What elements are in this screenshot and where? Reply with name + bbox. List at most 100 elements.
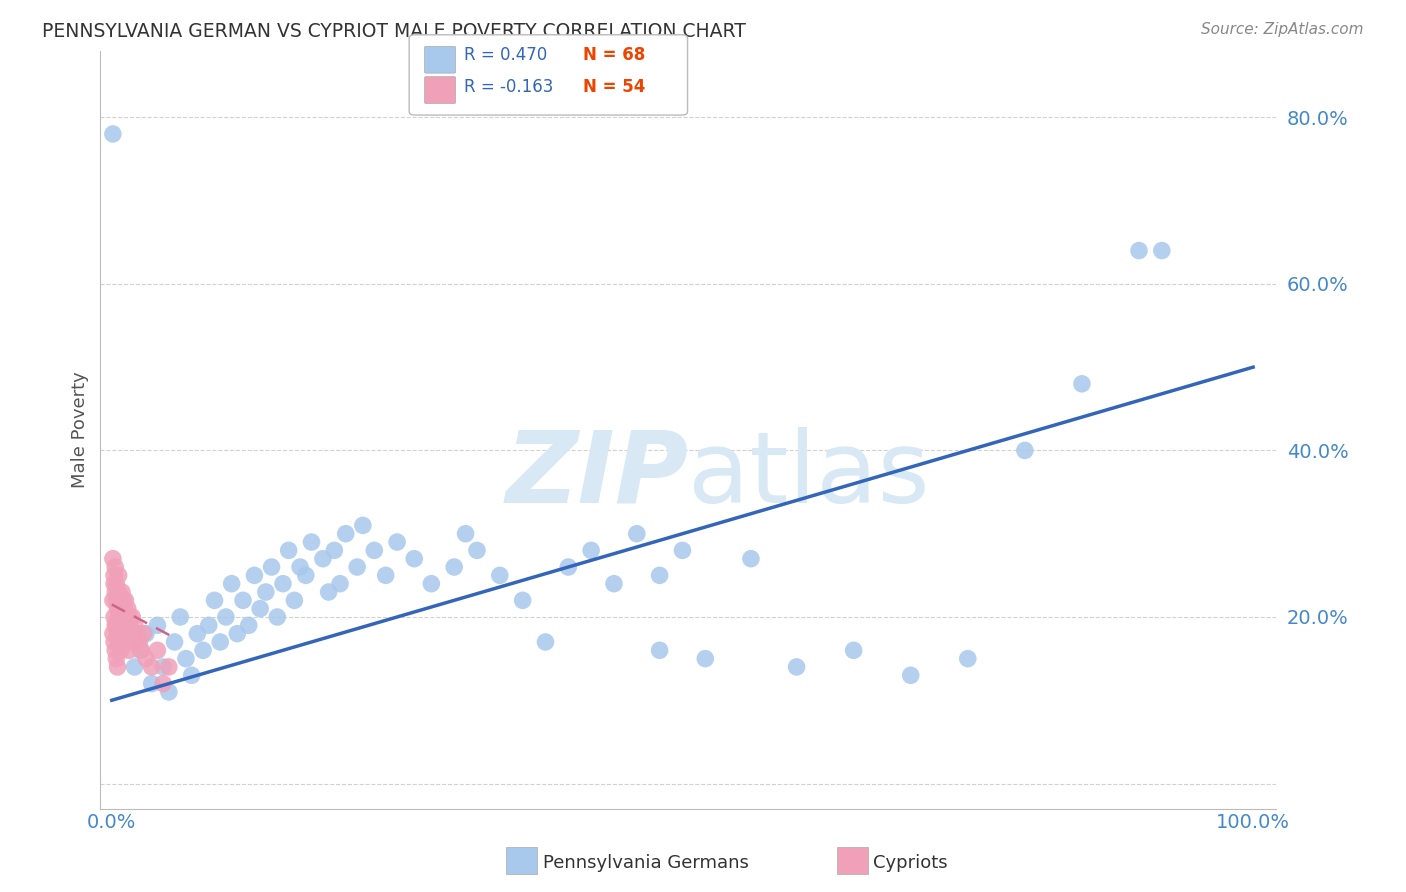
Point <box>117 601 139 615</box>
Point <box>152 676 174 690</box>
Point <box>323 543 346 558</box>
Point <box>104 560 127 574</box>
Point <box>512 593 534 607</box>
Point <box>695 651 717 665</box>
Point <box>108 626 131 640</box>
Point <box>157 685 180 699</box>
Text: Source: ZipAtlas.com: Source: ZipAtlas.com <box>1201 22 1364 37</box>
Point <box>842 643 865 657</box>
Point <box>163 635 186 649</box>
Point <box>260 560 283 574</box>
Point <box>191 643 214 657</box>
Point <box>443 560 465 574</box>
Point <box>488 568 510 582</box>
Point <box>118 618 141 632</box>
Text: Cypriots: Cypriots <box>873 854 948 871</box>
Point <box>740 551 762 566</box>
Text: N = 54: N = 54 <box>583 78 645 95</box>
Point <box>363 543 385 558</box>
Point <box>105 593 128 607</box>
Point <box>107 585 129 599</box>
Point <box>215 610 238 624</box>
Text: R = -0.163: R = -0.163 <box>464 78 554 95</box>
Point <box>103 568 125 582</box>
Point <box>103 610 125 624</box>
Point <box>114 618 136 632</box>
Point <box>1128 244 1150 258</box>
Point <box>404 551 426 566</box>
Point <box>277 543 299 558</box>
Point <box>603 576 626 591</box>
Point <box>107 660 129 674</box>
Point <box>352 518 374 533</box>
Point <box>648 568 671 582</box>
Point <box>465 543 488 558</box>
Point <box>420 576 443 591</box>
Point <box>103 576 125 591</box>
Point <box>104 618 127 632</box>
Point <box>209 635 232 649</box>
Point <box>122 635 145 649</box>
Point <box>174 651 197 665</box>
Point <box>135 626 157 640</box>
Y-axis label: Male Poverty: Male Poverty <box>72 371 89 488</box>
Point <box>312 551 335 566</box>
Point <box>454 526 477 541</box>
Point <box>329 576 352 591</box>
Point <box>112 593 135 607</box>
Point <box>271 576 294 591</box>
Point <box>110 643 132 657</box>
Point <box>226 626 249 640</box>
Point <box>105 618 128 632</box>
Point <box>146 643 169 657</box>
Point <box>129 643 152 657</box>
Point <box>346 560 368 574</box>
Point <box>135 651 157 665</box>
Text: N = 68: N = 68 <box>583 46 645 64</box>
Point <box>204 593 226 607</box>
Point <box>266 610 288 624</box>
Point <box>125 626 148 640</box>
Point <box>1150 244 1173 258</box>
Point <box>121 610 143 624</box>
Point <box>626 526 648 541</box>
Point <box>335 526 357 541</box>
Point <box>180 668 202 682</box>
Point <box>101 626 124 640</box>
Text: Pennsylvania Germans: Pennsylvania Germans <box>543 854 748 871</box>
Point <box>112 626 135 640</box>
Point <box>107 568 129 582</box>
Point <box>108 601 131 615</box>
Point <box>105 576 128 591</box>
Point <box>112 635 135 649</box>
Point <box>1071 376 1094 391</box>
Point <box>318 585 340 599</box>
Point <box>104 643 127 657</box>
Point <box>101 551 124 566</box>
Point <box>105 651 128 665</box>
Point <box>534 635 557 649</box>
Point <box>120 626 142 640</box>
Point <box>107 626 129 640</box>
Point <box>1014 443 1036 458</box>
Point <box>110 593 132 607</box>
Point <box>301 535 323 549</box>
Point <box>128 635 150 649</box>
Point <box>112 601 135 615</box>
Point <box>671 543 693 558</box>
Point <box>124 618 146 632</box>
Point <box>124 660 146 674</box>
Point <box>114 593 136 607</box>
Point <box>152 660 174 674</box>
Point <box>374 568 396 582</box>
Point <box>141 660 163 674</box>
Point <box>118 643 141 657</box>
Point <box>648 643 671 657</box>
Text: PENNSYLVANIA GERMAN VS CYPRIOT MALE POVERTY CORRELATION CHART: PENNSYLVANIA GERMAN VS CYPRIOT MALE POVE… <box>42 22 747 41</box>
Point <box>283 593 305 607</box>
Point <box>131 643 153 657</box>
Point <box>118 610 141 624</box>
Point <box>107 635 129 649</box>
Point <box>956 651 979 665</box>
Point <box>294 568 316 582</box>
